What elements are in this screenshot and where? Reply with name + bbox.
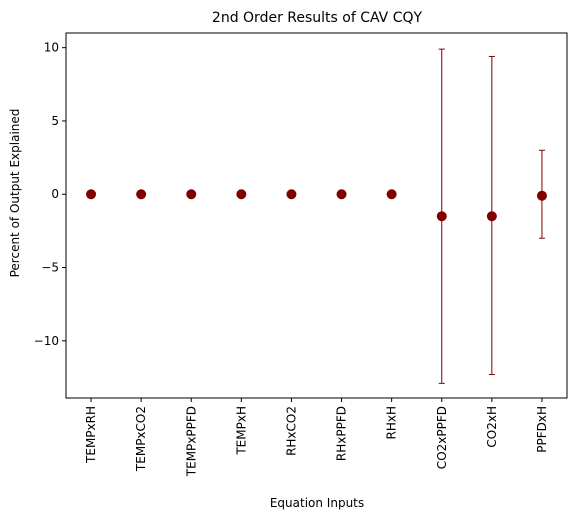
data-point xyxy=(536,190,547,201)
data-points xyxy=(86,189,547,222)
y-tick-label: 5 xyxy=(51,114,59,128)
x-tick-label: PPFDxH xyxy=(535,406,549,453)
x-ticks: TEMPxRH TEMPxCO2 TEMPxPPFD TEMPxH RHxCO2 RHxP… xyxy=(84,398,549,477)
data-point xyxy=(286,189,297,200)
x-tick-label: RHxH xyxy=(385,406,399,440)
data-point xyxy=(236,189,247,200)
x-axis-label: Equation Inputs xyxy=(270,496,364,510)
x-tick-label: TEMPxH xyxy=(234,406,248,456)
y-axis-label: Percent of Output Explained xyxy=(8,109,22,278)
chart-title: 2nd Order Results of CAV CQY xyxy=(212,10,423,26)
x-tick-label: RHxPPFD xyxy=(335,406,349,461)
x-tick-label: TEMPxRH xyxy=(84,406,98,464)
x-tick-label: TEMPxCO2 xyxy=(134,406,148,472)
x-tick-label: RHxCO2 xyxy=(284,406,298,456)
data-point xyxy=(86,189,97,200)
y-tick-label: 10 xyxy=(44,41,59,55)
data-point xyxy=(486,211,497,222)
x-tick-label: TEMPxPPFD xyxy=(184,406,198,477)
x-tick-label: CO2xPPFD xyxy=(435,406,449,469)
y-tick-label: 0 xyxy=(51,187,59,201)
plot-frame xyxy=(65,32,568,399)
y-tick-label: −5 xyxy=(41,261,59,275)
y-tick-label: −10 xyxy=(34,334,59,348)
x-tick-label: CO2xH xyxy=(485,406,499,448)
y-ticks: 10 5 0 −5 −10 xyxy=(34,41,66,348)
data-point xyxy=(386,189,397,200)
data-point xyxy=(336,189,347,200)
data-point xyxy=(136,189,147,200)
data-point xyxy=(436,211,447,222)
data-point xyxy=(186,189,197,200)
